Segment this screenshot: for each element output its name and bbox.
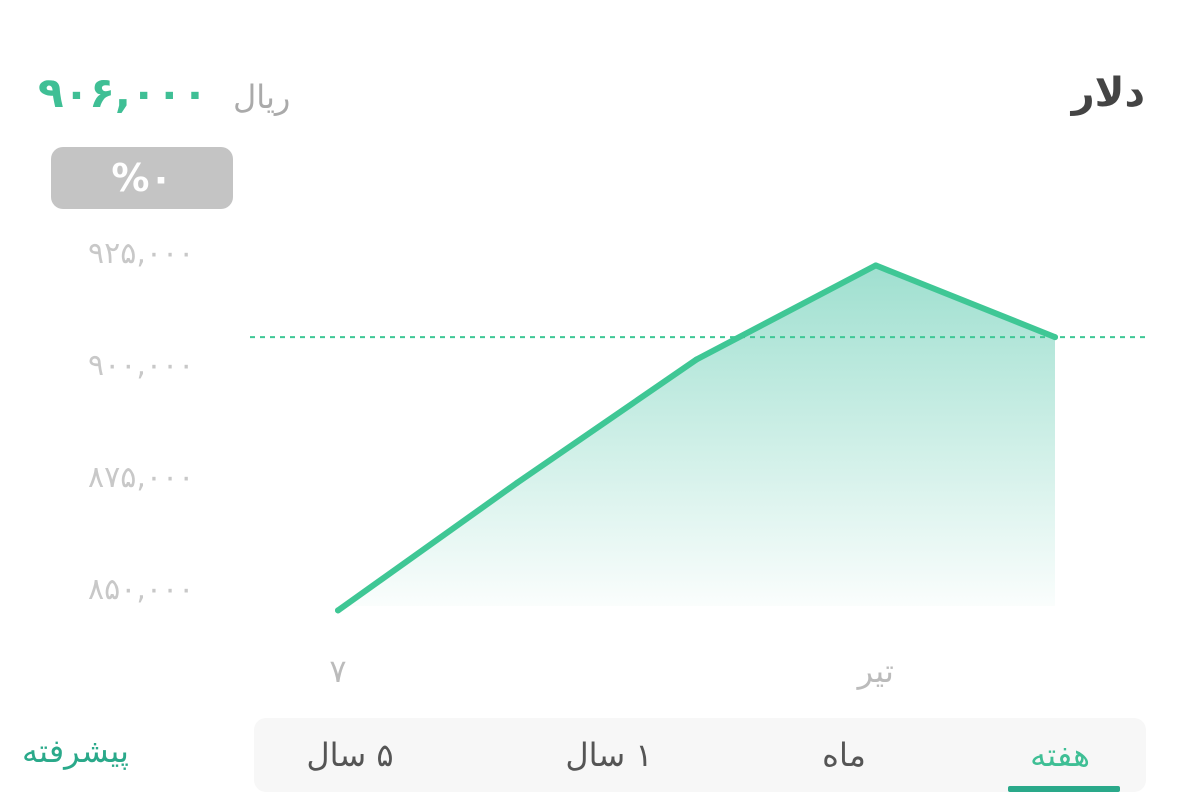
tab-month[interactable]: ماه [822,736,866,774]
change-badge: %۰ [51,147,233,209]
tab-week[interactable]: هفته [1030,736,1090,774]
data-point [335,607,341,614]
range-selector: هفته ماه ۱ سال ۵ سال [254,718,1146,792]
data-point [693,356,700,363]
price-unit: ریال [233,78,291,116]
advanced-button[interactable]: پیشرفته [22,732,129,770]
x-tick-label: تیر [856,652,894,690]
y-tick-label: ۸۵۰,۰۰۰ [88,572,194,607]
y-tick-label: ۸۷۵,۰۰۰ [88,460,194,495]
asset-name: دلار [1071,70,1145,116]
y-tick-label: ۹۰۰,۰۰۰ [88,348,194,383]
y-axis: ۹۲۵,۰۰۰ ۹۰۰,۰۰۰ ۸۷۵,۰۰۰ ۸۵۰,۰۰۰ [88,236,194,607]
tab-5-years[interactable]: ۵ سال [306,736,394,774]
data-point [1052,334,1058,341]
current-price: ۹۰۶,۰۰۰ [38,68,208,117]
price-points [335,262,1058,614]
x-axis: ۷ تیر [329,652,893,690]
price-area [338,265,1055,611]
tab-1-year[interactable]: ۱ سال [565,736,653,774]
y-tick-label: ۹۲۵,۰۰۰ [88,236,194,271]
active-tab-underline [1008,786,1120,792]
data-point [872,262,879,269]
price-chart: ۹۲۵,۰۰۰ ۹۰۰,۰۰۰ ۸۷۵,۰۰۰ ۸۵۰,۰۰۰ ۷ تیر [88,236,1146,690]
data-point [514,479,521,486]
x-tick-label: ۷ [329,652,346,690]
